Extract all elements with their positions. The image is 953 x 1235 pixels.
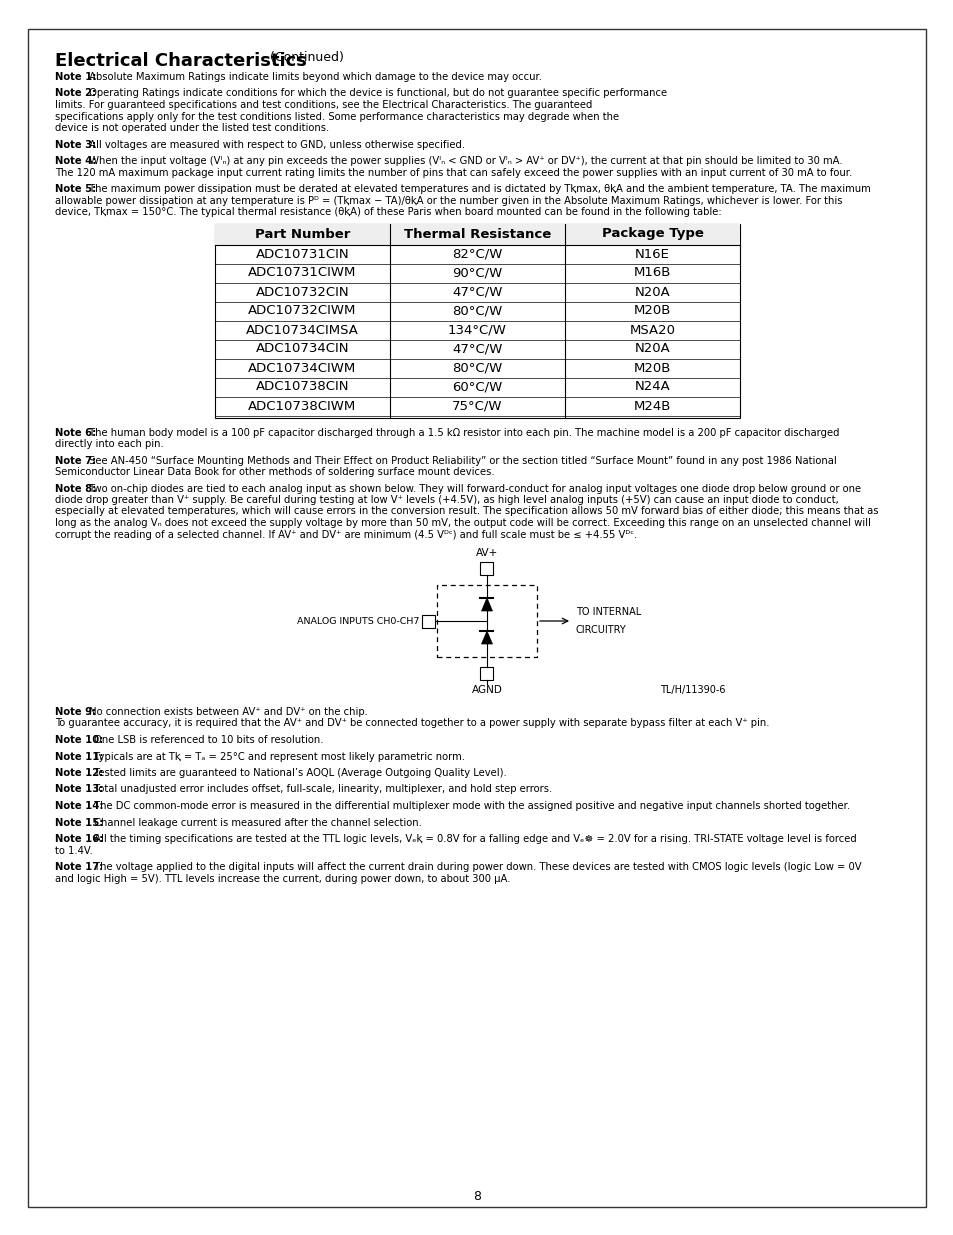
Text: (Continued): (Continued): [265, 51, 343, 64]
Text: AGND: AGND: [471, 685, 502, 695]
Text: 80°C/W: 80°C/W: [452, 362, 502, 374]
Text: M20B: M20B: [633, 305, 671, 317]
Text: 90°C/W: 90°C/W: [452, 267, 502, 279]
Text: corrupt the reading of a selected channel. If AV⁺ and DV⁺ are minimum (4.5 Vᴰᶜ) : corrupt the reading of a selected channe…: [55, 530, 637, 540]
Text: device is not operated under the listed test conditions.: device is not operated under the listed …: [55, 124, 329, 133]
Text: To guarantee accuracy, it is required that the AV⁺ and DV⁺ be connected together: To guarantee accuracy, it is required th…: [55, 719, 769, 729]
Text: One LSB is referenced to 10 bits of resolution.: One LSB is referenced to 10 bits of reso…: [91, 735, 323, 745]
Text: 82°C/W: 82°C/W: [452, 247, 502, 261]
Text: The voltage applied to the digital inputs will affect the current drain during p: The voltage applied to the digital input…: [91, 862, 861, 872]
Text: Note 1:: Note 1:: [55, 72, 96, 82]
Bar: [421, 615, 435, 627]
Text: long as the analog Vₙ does not exceed the supply voltage by more than 50 mV, the: long as the analog Vₙ does not exceed th…: [55, 517, 870, 529]
Text: See AN-450 “Surface Mounting Methods and Their Effect on Product Reliability” or: See AN-450 “Surface Mounting Methods and…: [86, 456, 836, 466]
Text: ADC10738CIN: ADC10738CIN: [255, 380, 349, 394]
Text: 134°C/W: 134°C/W: [448, 324, 506, 336]
Text: Semiconductor Linear Data Book for other methods of soldering surface mount devi: Semiconductor Linear Data Book for other…: [55, 467, 494, 477]
Text: 80°C/W: 80°C/W: [452, 305, 502, 317]
Text: Two on-chip diodes are tied to each analog input as shown below. They will forwa: Two on-chip diodes are tied to each anal…: [86, 483, 861, 494]
Text: especially at elevated temperatures, which will cause errors in the conversion r: especially at elevated temperatures, whi…: [55, 506, 878, 516]
Text: TL/H/11390-6: TL/H/11390-6: [659, 685, 724, 695]
Text: ANALOG INPUTS CH0-CH7: ANALOG INPUTS CH0-CH7: [296, 616, 418, 625]
Text: Thermal Resistance: Thermal Resistance: [403, 227, 551, 241]
Text: 47°C/W: 47°C/W: [452, 342, 502, 356]
Text: M16B: M16B: [633, 267, 671, 279]
Text: Note 7:: Note 7:: [55, 456, 96, 466]
Text: Note 4:: Note 4:: [55, 156, 96, 165]
Text: Note 2:: Note 2:: [55, 89, 96, 99]
Text: and logic High = 5V). TTL levels increase the current, during power down, to abo: and logic High = 5V). TTL levels increas…: [55, 873, 510, 883]
Text: The human body model is a 100 pF capacitor discharged through a 1.5 kΩ resistor : The human body model is a 100 pF capacit…: [86, 427, 839, 437]
Text: M24B: M24B: [633, 399, 671, 412]
Text: Typicals are at Tⱪ = Tₐ = 25°C and represent most likely parametric norm.: Typicals are at Tⱪ = Tₐ = 25°C and repre…: [91, 752, 464, 762]
Bar: [214, 224, 740, 245]
Text: diode drop greater than V⁺ supply. Be careful during testing at low V⁺ levels (+: diode drop greater than V⁺ supply. Be ca…: [55, 495, 838, 505]
Text: Absolute Maximum Ratings indicate limits beyond which damage to the device may o: Absolute Maximum Ratings indicate limits…: [86, 72, 541, 82]
Text: The DC common-mode error is measured in the differential multiplexer mode with t: The DC common-mode error is measured in …: [91, 802, 849, 811]
Text: Package Type: Package Type: [601, 227, 702, 241]
Polygon shape: [481, 631, 492, 643]
Text: Tested limits are guaranteed to National’s AOQL (Average Outgoing Quality Level): Tested limits are guaranteed to National…: [91, 768, 506, 778]
Bar: [214, 224, 740, 417]
Text: specifications apply only for the test conditions listed. Some performance chara: specifications apply only for the test c…: [55, 111, 618, 121]
Text: Note 14:: Note 14:: [55, 802, 103, 811]
Text: No connection exists between AV⁺ and DV⁺ on the chip.: No connection exists between AV⁺ and DV⁺…: [86, 706, 368, 718]
Text: ADC10732CIN: ADC10732CIN: [255, 285, 349, 299]
Text: TO INTERNAL: TO INTERNAL: [576, 606, 640, 618]
Text: The maximum power dissipation must be derated at elevated temperatures and is di: The maximum power dissipation must be de…: [86, 184, 870, 194]
Text: Note 11:: Note 11:: [55, 752, 103, 762]
Text: Note 13:: Note 13:: [55, 784, 103, 794]
Text: Note 5:: Note 5:: [55, 184, 96, 194]
Bar: [436, 585, 537, 657]
Text: All the timing specifications are tested at the TTL logic levels, Vₑⱪ = 0.8V for: All the timing specifications are tested…: [91, 834, 856, 844]
Text: N20A: N20A: [634, 342, 670, 356]
Text: 60°C/W: 60°C/W: [452, 380, 502, 394]
Text: N24A: N24A: [634, 380, 670, 394]
Text: Note 10:: Note 10:: [55, 735, 103, 745]
Text: Part Number: Part Number: [254, 227, 350, 241]
Text: Operating Ratings indicate conditions for which the device is functional, but do: Operating Ratings indicate conditions fo…: [86, 89, 667, 99]
Text: Note 6:: Note 6:: [55, 427, 96, 437]
Text: M20B: M20B: [633, 362, 671, 374]
Text: ADC10738CIWM: ADC10738CIWM: [248, 399, 356, 412]
Text: CIRCUITRY: CIRCUITRY: [576, 625, 626, 635]
Text: Note 16:: Note 16:: [55, 834, 103, 844]
Text: ADC10731CIWM: ADC10731CIWM: [248, 267, 356, 279]
Text: device, Tⱪmax = 150°C. The typical thermal resistance (θⱪA) of these Paris when : device, Tⱪmax = 150°C. The typical therm…: [55, 207, 720, 217]
Bar: [480, 667, 493, 680]
Text: ADC10734CIN: ADC10734CIN: [255, 342, 349, 356]
Text: limits. For guaranteed specifications and test conditions, see the Electrical Ch: limits. For guaranteed specifications an…: [55, 100, 592, 110]
Text: ADC10734CIMSA: ADC10734CIMSA: [246, 324, 358, 336]
Text: AV+: AV+: [476, 548, 497, 558]
Text: ADC10731CIN: ADC10731CIN: [255, 247, 349, 261]
Text: ADC10734CIWM: ADC10734CIWM: [248, 362, 356, 374]
Text: Total unadjusted error includes offset, full-scale, linearity, multiplexer, and : Total unadjusted error includes offset, …: [91, 784, 552, 794]
Text: Note 12:: Note 12:: [55, 768, 103, 778]
Text: All voltages are measured with respect to GND, unless otherwise specified.: All voltages are measured with respect t…: [86, 140, 465, 149]
Text: ADC10732CIWM: ADC10732CIWM: [248, 305, 356, 317]
Text: 75°C/W: 75°C/W: [452, 399, 502, 412]
Text: Electrical Characteristics: Electrical Characteristics: [55, 52, 307, 70]
Text: 47°C/W: 47°C/W: [452, 285, 502, 299]
Text: Note 9:: Note 9:: [55, 706, 96, 718]
Text: to 1.4V.: to 1.4V.: [55, 846, 92, 856]
Text: Channel leakage current is measured after the channel selection.: Channel leakage current is measured afte…: [91, 818, 421, 827]
Text: Note 15:: Note 15:: [55, 818, 103, 827]
Text: directly into each pin.: directly into each pin.: [55, 438, 164, 450]
Text: When the input voltage (Vᴵₙ) at any pin exceeds the power supplies (Vᴵₙ < GND or: When the input voltage (Vᴵₙ) at any pin …: [86, 156, 842, 165]
Text: The 120 mA maximum package input current rating limits the number of pins that c: The 120 mA maximum package input current…: [55, 168, 851, 178]
Text: Note 8:: Note 8:: [55, 483, 96, 494]
Text: N16E: N16E: [635, 247, 669, 261]
Text: N20A: N20A: [634, 285, 670, 299]
Text: Note 3:: Note 3:: [55, 140, 96, 149]
Text: allowable power dissipation at any temperature is Pᴰ = (Tⱪmax − TA)/θⱪA or the n: allowable power dissipation at any tempe…: [55, 195, 841, 205]
Polygon shape: [481, 598, 492, 611]
Text: 8: 8: [473, 1191, 480, 1203]
Bar: [480, 562, 493, 576]
Text: Note 17:: Note 17:: [55, 862, 103, 872]
Text: MSA20: MSA20: [629, 324, 675, 336]
